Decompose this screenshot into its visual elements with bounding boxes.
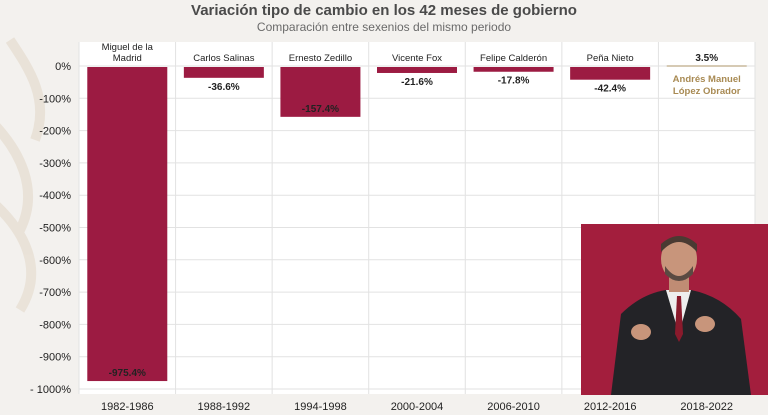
bar-name-label: Madrid <box>113 53 142 64</box>
bar-name-label: Carlos Salinas <box>193 53 254 64</box>
x-tick-label: 2006-2010 <box>487 401 540 413</box>
bar-value-label: -975.4% <box>109 368 146 379</box>
bar-value-label: -157.4% <box>302 104 339 115</box>
chart-title: Variación tipo de cambio en los 42 meses… <box>191 2 577 19</box>
y-tick-label: -500% <box>39 223 71 235</box>
y-tick-label: -300% <box>39 158 71 170</box>
y-tick-label: -800% <box>39 319 71 331</box>
bar <box>570 67 651 80</box>
bar-name-label: López Obrador <box>673 86 741 97</box>
x-tick-label: 1988-1992 <box>198 401 251 413</box>
x-tick-label: 2012-2016 <box>584 401 637 413</box>
sign-language-interpreter-video <box>581 224 768 395</box>
bar-value-label: -42.4% <box>594 84 626 95</box>
y-tick-label: 0% <box>55 61 71 73</box>
y-tick-label: - 1000% <box>30 384 71 396</box>
chart-subtitle: Comparación entre sexenios del mismo per… <box>256 20 512 34</box>
bar-name-label: Andrés Manuel <box>673 74 741 85</box>
bar-value-label: -21.6% <box>401 77 433 88</box>
bar-name-label: Peña Nieto <box>587 53 634 64</box>
y-tick-label: -400% <box>39 190 71 202</box>
bar <box>87 67 168 382</box>
bar-value-label: 3.5% <box>695 53 718 64</box>
bar <box>183 67 264 78</box>
bar-value-label: -36.6% <box>208 82 240 93</box>
bar-name-label: Vicente Fox <box>392 53 442 64</box>
bar-name-label: Ernesto Zedillo <box>289 53 352 64</box>
x-tick-label: 2018-2022 <box>680 401 733 413</box>
bar-value-label: -17.8% <box>498 76 530 87</box>
x-tick-label: 1982-1986 <box>101 401 154 413</box>
bar-name-label: Felipe Calderón <box>480 53 547 64</box>
y-tick-label: -600% <box>39 255 71 267</box>
bar <box>280 67 361 117</box>
y-tick-label: -200% <box>39 126 71 138</box>
y-tick-label: -100% <box>39 93 71 105</box>
bar-name-label: Miguel de la <box>102 42 154 53</box>
interpreter-figure <box>581 224 768 395</box>
x-tick-label: 2000-2004 <box>391 401 444 413</box>
y-tick-label: -700% <box>39 287 71 299</box>
y-tick-label: -900% <box>39 352 71 364</box>
bar <box>377 67 457 73</box>
x-tick-label: 1994-1998 <box>294 401 347 413</box>
bar <box>473 67 554 72</box>
